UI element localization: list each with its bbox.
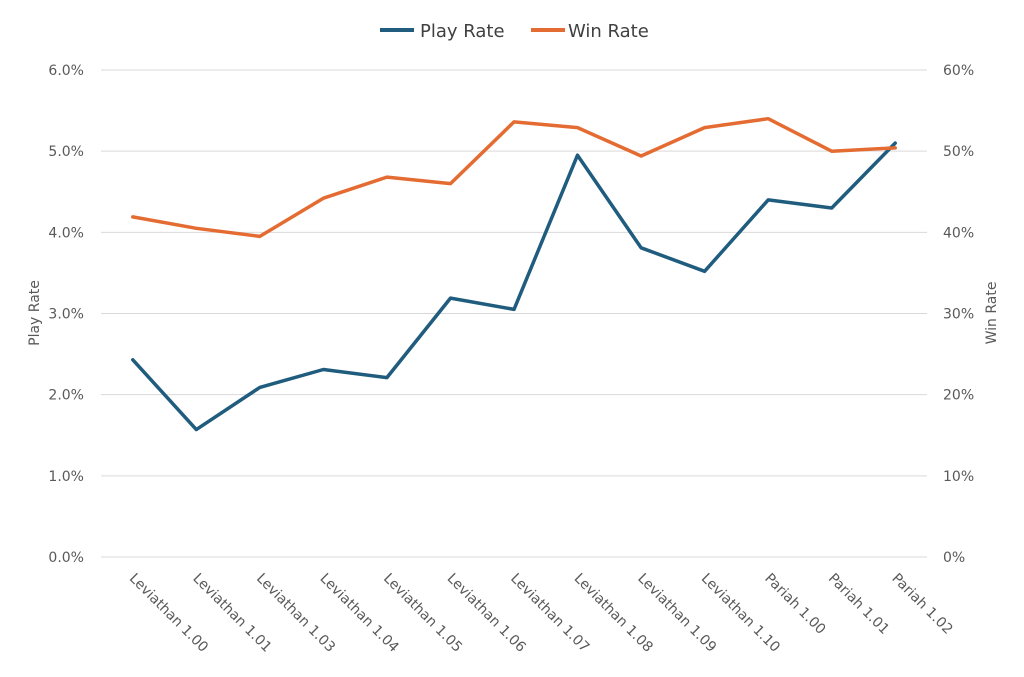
y-right-axis-title: Win Rate (984, 282, 1000, 345)
y-right-tick-label: 50% (943, 144, 974, 160)
series-lines (131, 116, 897, 432)
x-tick-label: Pariah 1.02 (888, 571, 955, 638)
legend: Play Rate Win Rate (380, 21, 649, 42)
y-left-tick-label: 5.0% (48, 144, 84, 160)
x-tick-label: Pariah 1.00 (761, 571, 828, 638)
legend-label-play-rate: Play Rate (420, 21, 505, 42)
series-line-play-rate (131, 141, 897, 432)
legend-label-win-rate: Win Rate (568, 21, 649, 42)
right-axis-ticks: 0% 10% 20% 30% 40% 50% 60% (943, 63, 974, 566)
y-right-tick-label: 40% (943, 225, 974, 241)
series-line-win-rate (131, 116, 897, 239)
x-tick-label: Pariah 1.01 (825, 571, 892, 638)
left-axis-ticks: 0.0% 1.0% 2.0% 3.0% 4.0% 5.0% 6.0% (48, 63, 84, 566)
y-right-tick-label: 10% (943, 469, 974, 485)
y-right-tick-label: 20% (943, 388, 974, 404)
y-right-tick-label: 60% (943, 63, 974, 79)
y-left-axis-title: Play Rate (27, 280, 43, 346)
y-left-tick-label: 2.0% (48, 388, 84, 404)
y-left-tick-label: 1.0% (48, 469, 84, 485)
y-right-tick-label: 0% (943, 550, 965, 566)
y-left-tick-label: 6.0% (48, 63, 84, 79)
y-right-tick-label: 30% (943, 307, 974, 323)
y-left-tick-label: 4.0% (48, 225, 84, 241)
y-left-tick-label: 3.0% (48, 307, 84, 323)
y-left-tick-label: 0.0% (48, 550, 84, 566)
gridlines (101, 69, 927, 558)
